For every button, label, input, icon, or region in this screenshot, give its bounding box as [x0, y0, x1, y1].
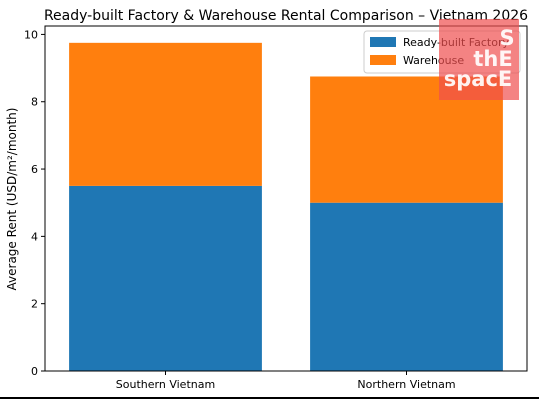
bar-warehouse-0 — [69, 42, 262, 186]
watermark-background — [439, 19, 519, 100]
legend-swatch — [370, 37, 396, 47]
x-axis: Southern Vietnam Northern Vietnam — [116, 371, 456, 391]
y-tick-label: 6 — [31, 163, 38, 176]
watermark-logo: S thE spacE — [439, 19, 519, 100]
y-tick-label: 4 — [31, 230, 38, 243]
bottom-rule — [0, 397, 539, 399]
legend-swatch — [370, 55, 396, 65]
x-tick-label: Southern Vietnam — [116, 378, 215, 391]
watermark-line-2: thE — [473, 47, 512, 71]
y-axis: 0 2 4 6 8 10 — [24, 28, 45, 378]
plot-frame — [44, 25, 528, 372]
y-tick-label: 0 — [31, 365, 38, 378]
y-axis-label: Average Rent (USD/m²/month) — [5, 108, 19, 291]
y-tick-label: 2 — [31, 298, 38, 311]
x-tick-label: Northern Vietnam — [357, 378, 455, 391]
bar-ready-built-factory-0 — [69, 185, 262, 371]
watermark-line-3: spacE — [444, 67, 513, 91]
y-tick-label: 8 — [31, 96, 38, 109]
bars — [69, 42, 503, 371]
y-tick-label: 10 — [24, 28, 38, 41]
chart-title: Ready-built Factory & Warehouse Rental C… — [44, 8, 528, 24]
bar-ready-built-factory-1 — [310, 202, 503, 371]
watermark-line-1: S — [499, 26, 514, 50]
